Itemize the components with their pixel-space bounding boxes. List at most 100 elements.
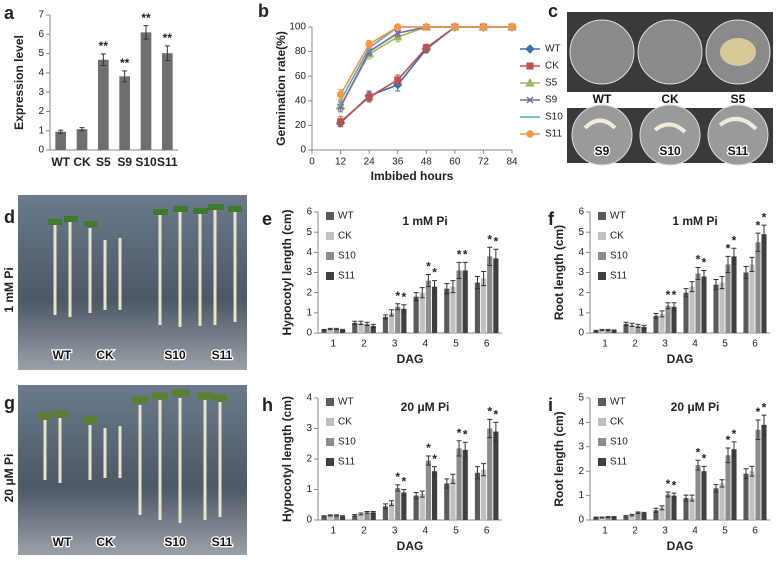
bar	[352, 515, 358, 520]
y-axis-label: Hypocotyl length (cm)	[280, 396, 294, 522]
bar	[364, 323, 370, 333]
bar	[474, 282, 481, 333]
legend-swatch	[326, 232, 334, 240]
photo-label: S5	[731, 92, 746, 106]
error-bar	[743, 468, 749, 480]
x-tick-label: 5	[722, 526, 728, 537]
bar	[719, 483, 725, 520]
error-bar	[364, 321, 370, 327]
panel-letter: i	[548, 395, 553, 415]
error-bar	[641, 511, 647, 515]
legend-swatch	[598, 212, 606, 220]
cotyledons	[48, 204, 242, 227]
legend-label: S10	[338, 251, 356, 262]
bar	[671, 306, 677, 333]
significance-label: *	[432, 452, 437, 466]
y-tick-label: 100	[289, 22, 306, 33]
bar	[487, 428, 493, 520]
bar	[413, 296, 419, 333]
significance-label: *	[402, 290, 407, 304]
error-bar	[695, 459, 701, 471]
error-bar	[456, 261, 462, 280]
y-tick-label: 60	[295, 71, 307, 82]
dish	[569, 19, 635, 85]
photo-label: S10	[164, 535, 186, 549]
panel-letter: c	[548, 1, 558, 21]
y-tick-label: 0	[578, 328, 584, 339]
bar	[395, 306, 401, 333]
y-tick-label: 4	[578, 417, 584, 428]
error-bar	[100, 53, 106, 67]
error-bar	[389, 500, 395, 507]
legend-marker	[526, 96, 534, 104]
significance-label: *	[432, 266, 437, 280]
photo-label: S9	[595, 144, 610, 158]
error-bar	[599, 328, 605, 332]
significance-label: *	[463, 248, 468, 262]
bar	[450, 286, 456, 333]
bar	[462, 449, 468, 520]
significance-label: *	[696, 253, 701, 267]
error-bar	[382, 314, 388, 320]
error-bar	[623, 321, 629, 327]
y-tick-label: 0	[306, 328, 312, 339]
significance-label: *	[696, 445, 701, 459]
significance-label: **	[120, 56, 130, 70]
legend-swatch	[326, 272, 334, 280]
y-tick-label: 2	[578, 287, 584, 298]
x-tick-label: 6	[752, 526, 758, 537]
significance-label: *	[666, 477, 671, 491]
x-tick-label: 36	[392, 157, 404, 168]
bar	[493, 258, 499, 333]
legend-label: S5	[545, 78, 558, 89]
legend-swatch	[598, 398, 606, 406]
y-tick-label: 5	[578, 227, 584, 238]
x-tick-label: 2	[632, 526, 638, 537]
error-bar	[653, 507, 659, 513]
bar	[665, 494, 671, 520]
x-tick-label: CK	[73, 155, 91, 169]
y-axis-label: Germination rate(%)	[274, 31, 288, 146]
error-bar	[462, 441, 468, 458]
error-bar	[749, 256, 755, 272]
marker	[337, 103, 345, 111]
error-bar	[629, 513, 635, 517]
significance-label: *	[726, 242, 731, 256]
significance-label: *	[666, 288, 671, 302]
error-bar	[143, 25, 149, 40]
error-bar	[474, 466, 480, 480]
y-tick-label: 3	[578, 267, 584, 278]
y-tick-label: 7	[38, 10, 44, 21]
error-bar	[122, 70, 128, 83]
error-bar	[425, 455, 431, 466]
error-bar	[456, 440, 462, 457]
photo-label: S11	[212, 535, 233, 549]
bar	[388, 503, 395, 520]
bar	[671, 495, 677, 520]
legend-swatch	[598, 252, 606, 260]
legend-label: S10	[610, 251, 628, 262]
significance-label: *	[395, 470, 400, 484]
bar	[327, 328, 333, 333]
panel-letter: e	[262, 209, 272, 229]
error-bar	[671, 302, 677, 312]
x-tick-label: 60	[449, 157, 461, 168]
x-axis-label: Imbibed hours	[371, 169, 454, 183]
bar	[611, 330, 617, 333]
error-bar	[493, 421, 499, 442]
seedlings	[43, 398, 222, 523]
error-bar	[389, 309, 395, 317]
chart-title: 1 mM Pi	[402, 214, 447, 228]
error-bar	[382, 503, 388, 510]
error-bar	[749, 465, 755, 477]
y-tick-label: 0	[38, 145, 44, 156]
bar	[755, 242, 761, 333]
error-bar	[611, 516, 617, 519]
y-tick-label: 40	[295, 95, 307, 106]
x-tick-label: 3	[662, 526, 668, 537]
error-bar	[370, 323, 376, 329]
error-bar	[395, 303, 401, 311]
photo-label: S10	[659, 144, 681, 158]
